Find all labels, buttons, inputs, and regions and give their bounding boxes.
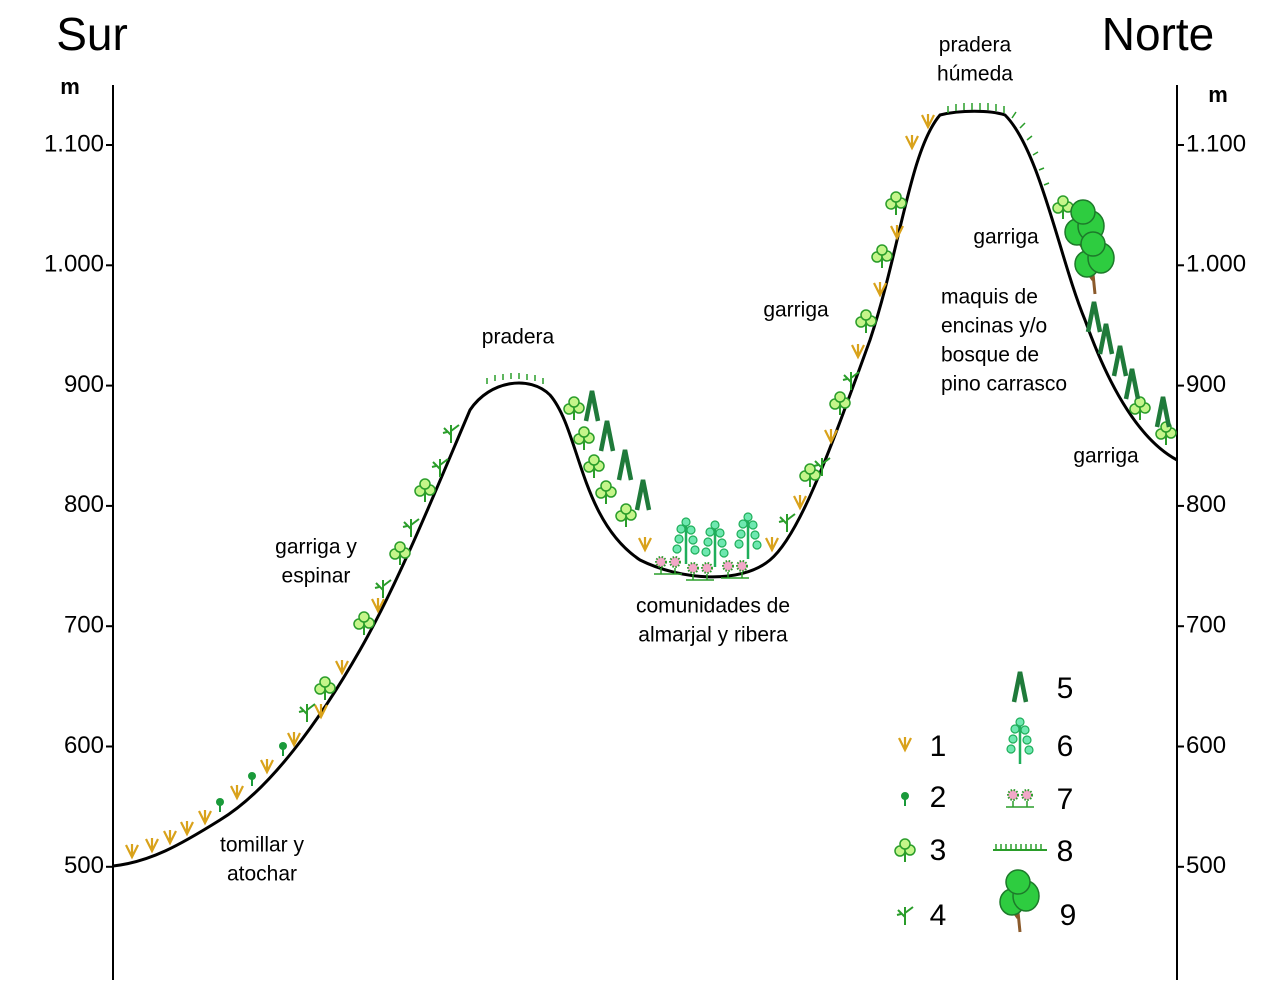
- meadow-hatching: [486, 103, 1050, 384]
- annotation: húmeda: [937, 63, 1013, 86]
- vegetation-symbol: [563, 396, 585, 421]
- annotation: tomillar y: [220, 834, 305, 857]
- annotation: maquis de: [941, 286, 1038, 309]
- vegetation-symbol: [595, 480, 617, 505]
- legend-label: 2: [930, 781, 947, 814]
- vegetation-symbol: [1088, 302, 1100, 332]
- legend-label: 8: [1057, 835, 1074, 868]
- north-label: Norte: [1102, 8, 1214, 60]
- vegetation-symbol: [583, 454, 605, 479]
- tick-label: 1.000: [44, 251, 104, 278]
- legend-symbol: [992, 843, 1048, 851]
- annotation: bosque de: [941, 344, 1039, 367]
- tick-label: 700: [64, 612, 104, 639]
- vegetation-symbol: [179, 819, 195, 836]
- tick-label: 500: [1186, 852, 1226, 879]
- vegetation-symbol: [389, 541, 411, 566]
- vegetation-symbol: [904, 133, 920, 150]
- tick-label: 1.000: [1186, 251, 1246, 278]
- tick-label: 600: [1186, 732, 1226, 759]
- annotation: pradera: [939, 34, 1012, 57]
- vegetation-symbol: [162, 828, 178, 845]
- legend-symbol: [894, 838, 916, 863]
- annotation: garriga: [1073, 445, 1139, 468]
- vegetation-symbol: [601, 421, 613, 451]
- tick-label: 800: [1186, 491, 1226, 518]
- tick-label: 800: [64, 491, 104, 518]
- annotation: comunidades de: [636, 595, 790, 618]
- terrain-profile: [112, 109, 1178, 868]
- annotation: encinas y/o: [941, 315, 1047, 338]
- legend-symbol: [897, 735, 913, 752]
- legend-symbol: [1005, 716, 1035, 766]
- tick-label: 600: [64, 732, 104, 759]
- vegetation-symbol: [259, 757, 275, 774]
- vegetation-symbol: [197, 808, 213, 825]
- vegetation-symbol: [733, 511, 763, 561]
- legend-label: 1: [930, 730, 947, 763]
- annotation: pradera: [482, 326, 555, 349]
- legend-symbol: [1005, 789, 1035, 808]
- vegetation-symbol: [829, 391, 851, 416]
- tick-label: 900: [64, 371, 104, 398]
- vegetation-symbol: [247, 771, 257, 787]
- tick-label: 700: [1186, 612, 1226, 639]
- vegetation-symbol: [573, 426, 595, 451]
- legend-label: 6: [1057, 730, 1074, 763]
- legend-label: 3: [930, 834, 947, 867]
- vegetation-symbol: [298, 703, 316, 723]
- vegetation-symbol: [1052, 195, 1074, 220]
- vegetation-symbol: [144, 836, 160, 853]
- legend-label: 5: [1057, 672, 1074, 705]
- annotation: espinar: [282, 565, 351, 588]
- legend-symbol: [900, 791, 910, 807]
- vegetation-symbol: [1126, 369, 1138, 399]
- vegetation-symbol: [700, 519, 730, 569]
- vegetation-symbol: [1114, 346, 1126, 376]
- vegetation-symbol: [1100, 324, 1112, 354]
- south-label: Sur: [56, 8, 128, 60]
- vegetation-symbol: [764, 535, 780, 552]
- right-unit: m: [1208, 82, 1228, 107]
- annotation: almarjal y ribera: [638, 624, 788, 647]
- content: 1.100 1.000 900 800 700 600 500 1.100 1.000 900 80…: [44, 34, 1246, 934]
- vegetation-symbol: [615, 503, 637, 528]
- vegetation-symbol: [229, 783, 245, 800]
- annotation: pino carrasco: [941, 373, 1067, 396]
- annotation: garriga: [973, 226, 1039, 249]
- vegetation-symbol: [850, 342, 866, 359]
- vegetation-symbol: [124, 842, 140, 859]
- left-unit: m: [60, 74, 80, 99]
- legend-symbol: [896, 906, 914, 926]
- vegetation-symbol: [619, 450, 631, 480]
- legend-symbol: [1014, 672, 1026, 702]
- vegetation-symbol: [1073, 230, 1116, 296]
- vegetation-symbol: [215, 797, 225, 813]
- annotation: atochar: [227, 863, 297, 886]
- tick-label: 1.100: [1186, 130, 1246, 157]
- vegetation-symbol: [637, 480, 649, 510]
- vegetation-symbol: [637, 535, 653, 552]
- legend-label: 9: [1060, 899, 1077, 932]
- annotation: garriga: [763, 299, 829, 322]
- legend-symbol: [998, 868, 1041, 934]
- vegetation-symbol: [871, 244, 893, 269]
- legend-label: 4: [930, 899, 947, 932]
- vegetation-symbol: [278, 741, 288, 757]
- annotation: garriga y: [275, 536, 357, 559]
- tick-label: 500: [64, 852, 104, 879]
- legend-label: 7: [1057, 783, 1074, 816]
- vegetation-symbol: [586, 391, 598, 421]
- tick-label: 1.100: [44, 130, 104, 157]
- tick-label: 900: [1186, 371, 1226, 398]
